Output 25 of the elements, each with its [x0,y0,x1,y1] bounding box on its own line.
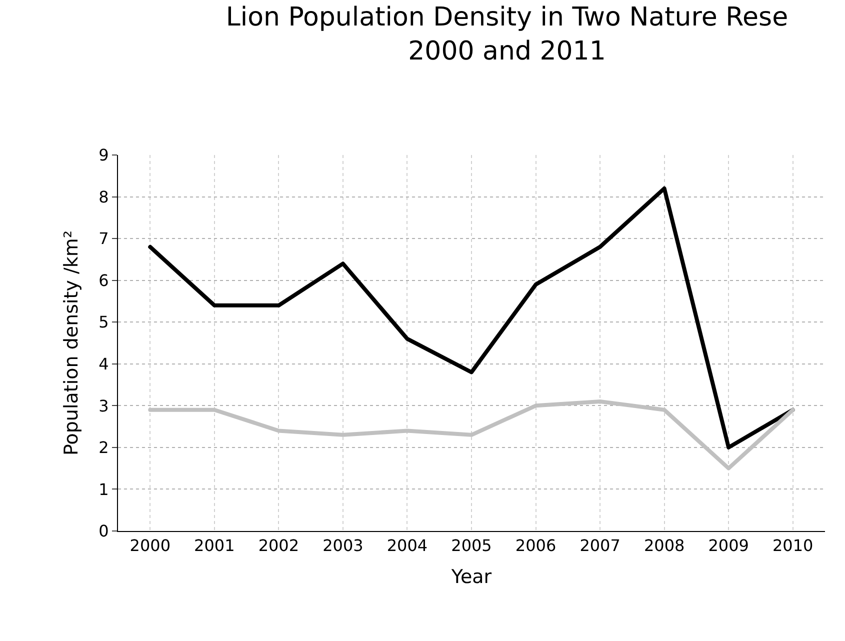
y-tick-label: 8 [98,187,109,206]
chart-title: Lion Population Density in Two Nature Rese 2000 and 2011 [226,2,788,66]
y-tick-label: 4 [98,354,109,374]
y-tick-label: 7 [98,229,109,248]
x-tick-label: 2001 [194,536,235,556]
y-tick-label: 1 [98,480,109,499]
x-tick-label: 2010 [772,536,814,556]
x-tick-label: 2005 [451,536,492,556]
x-tick-label: 2008 [644,536,685,556]
x-axis-title: Year [450,566,492,588]
x-tick-label: 2003 [322,536,364,556]
y-tick-label: 2 [98,438,109,458]
x-tick-label: 2006 [515,536,556,556]
y-tick-label: 0 [98,522,109,541]
y-tick-label: 6 [98,270,109,290]
line-series [148,399,795,470]
y-tick-label: 5 [98,312,109,332]
x-tick-label: 2009 [708,536,749,556]
x-tick-label: 2004 [386,536,428,556]
x-tick-label: 2000 [130,536,170,556]
y-axis-title: Population density /km² [60,230,82,456]
y-tick-label: 3 [98,396,109,416]
y-tick-label: 9 [98,146,109,165]
x-tick-label: 2007 [580,536,620,556]
x-tick-label: 2002 [258,536,300,556]
